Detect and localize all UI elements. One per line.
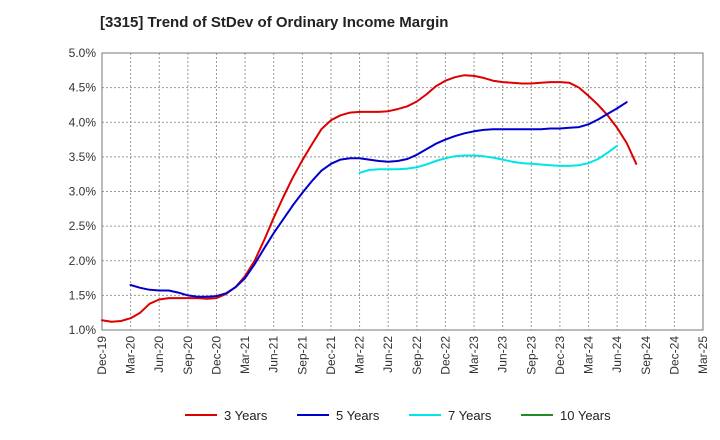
y-axis-ticks: 1.0% 1.5% 2.0% 2.5% 3.0% 3.5% 4.0% 4.5% 5.0% [69,46,97,337]
y-tick-label: 4.0% [69,115,97,129]
x-tick: Dec-20 [209,336,223,375]
x-tick: Dec-24 [667,336,681,375]
x-tick: Sep-24 [639,336,653,375]
x-tick-label: Sep-21 [295,336,309,375]
x-tick-label: Jun-24 [610,336,624,373]
x-tick-label: Jun-21 [267,336,281,373]
x-tick-label: Mar-22 [353,336,367,374]
x-tick: Mar-21 [238,336,252,374]
x-tick-label: Mar-25 [696,336,710,374]
x-tick: Mar-23 [467,336,481,374]
plot-frame [101,52,704,331]
y-tick-label: 1.5% [69,288,97,302]
x-tick-label: Dec-22 [438,336,452,375]
x-tick-label: Dec-20 [209,336,223,375]
x-tick: Mar-25 [696,336,710,374]
y-tick-label: 1.0% [69,323,97,337]
x-tick: Dec-21 [324,336,338,375]
series-line-7-years [358,144,619,174]
y-tick-label: 5.0% [69,46,97,60]
series-line-5-years [129,101,628,298]
x-tick-label: Mar-24 [582,336,596,374]
y-tick-label: 4.5% [69,81,97,95]
x-tick-label: Dec-24 [667,336,681,375]
x-tick: Jun-22 [381,336,395,373]
grid-layer [102,53,703,330]
y-tick-label: 2.0% [69,254,97,268]
x-tick-label: Mar-23 [467,336,481,374]
legend-label-5-years: 5 Years [336,408,380,423]
x-tick: Jun-23 [496,336,510,373]
x-tick-label: Jun-22 [381,336,395,373]
x-tick: Jun-21 [267,336,281,373]
x-tick: Dec-23 [553,336,567,375]
y-tick-label: 3.5% [69,150,97,164]
legend-label-10-years: 10 Years [560,408,611,423]
x-tick: Sep-21 [295,336,309,375]
x-tick-label: Sep-23 [524,336,538,375]
x-tick-label: Sep-20 [181,336,195,375]
x-tick: Jun-24 [610,336,624,373]
x-tick-label: Mar-21 [238,336,252,374]
x-tick: Jun-20 [152,336,166,373]
y-tick-label: 3.0% [69,185,97,199]
x-tick-label: Mar-20 [124,336,138,374]
x-tick-label: Dec-21 [324,336,338,375]
x-tick: Sep-22 [410,336,424,375]
x-tick-label: Jun-20 [152,336,166,373]
x-tick-label: Sep-22 [410,336,424,375]
legend-label-7-years: 7 Years [448,408,492,423]
x-tick-label: Dec-19 [95,336,109,375]
legend-label-3-years: 3 Years [224,408,268,423]
x-tick: Sep-23 [524,336,538,375]
x-axis-ticks: Dec-19 Mar-20 Jun-20 Sep-20 Dec-20 Mar-21 Jun-… [95,336,710,375]
x-tick: Mar-20 [124,336,138,374]
x-tick: Sep-20 [181,336,195,375]
x-tick-label: Dec-23 [553,336,567,375]
series-line-3-years [101,74,638,323]
x-tick: Mar-22 [353,336,367,374]
series-layer [101,74,638,323]
x-tick: Dec-19 [95,336,109,375]
plot-area-border [101,52,704,331]
x-tick: Mar-24 [582,336,596,374]
x-tick-label: Jun-23 [496,336,510,373]
x-tick-label: Sep-24 [639,336,653,375]
x-tick: Dec-22 [438,336,452,375]
legend: 3 Years 5 Years 7 Years 10 Years [185,408,611,423]
chart-title: [3315] Trend of StDev of Ordinary Income… [100,14,449,31]
y-tick-label: 2.5% [69,219,97,233]
